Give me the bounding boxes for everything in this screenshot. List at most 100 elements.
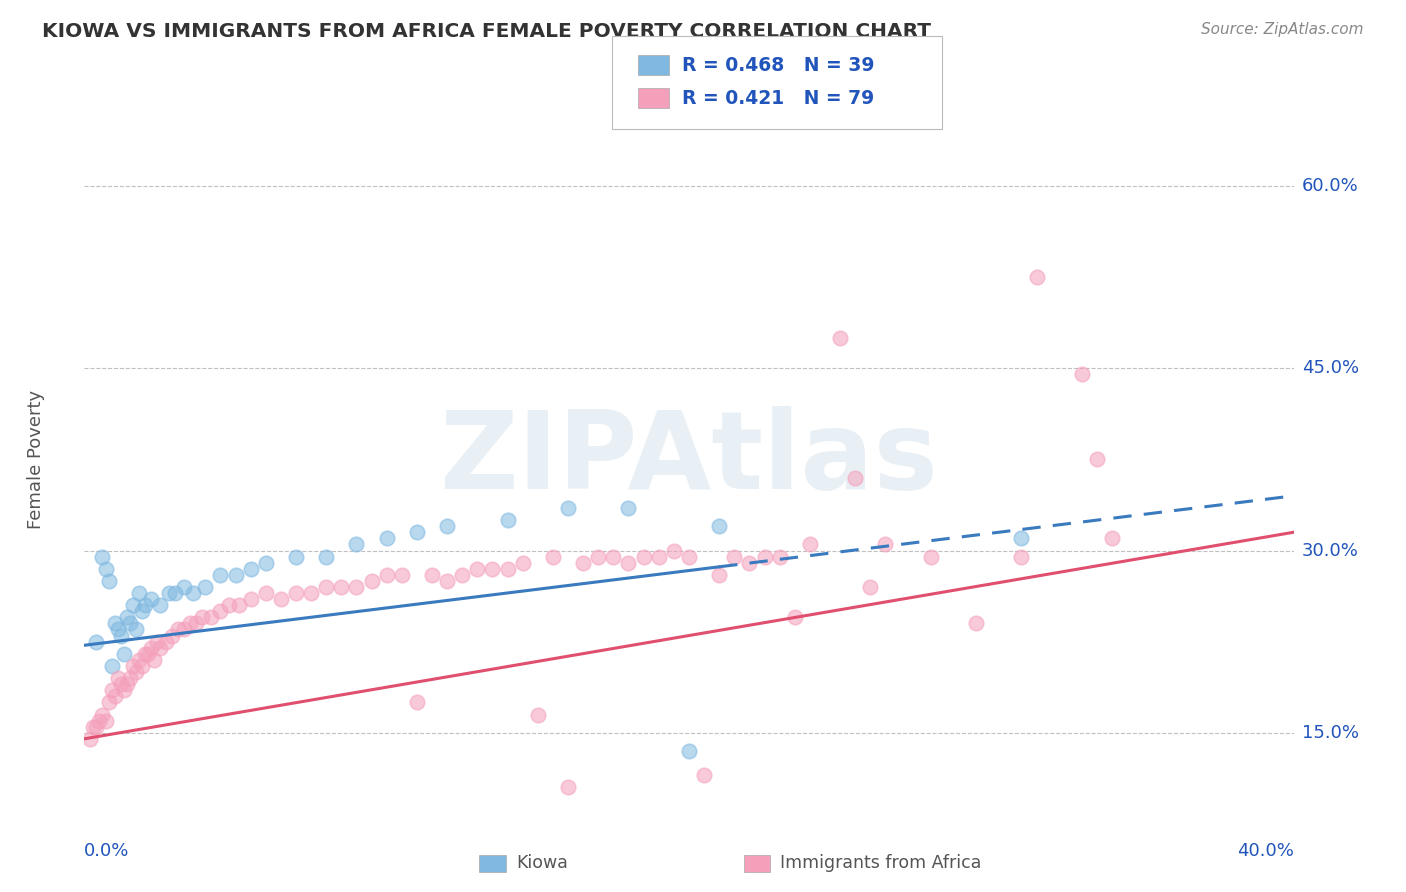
- Point: [678, 549, 700, 564]
- Point: [541, 549, 564, 564]
- Point: [481, 562, 503, 576]
- Point: [254, 586, 277, 600]
- Point: [179, 616, 201, 631]
- Point: [315, 580, 337, 594]
- Point: [125, 665, 148, 679]
- Text: Female Poverty: Female Poverty: [27, 390, 45, 529]
- Point: [648, 549, 671, 564]
- Point: [678, 744, 700, 758]
- Point: [115, 610, 138, 624]
- Point: [1011, 549, 1033, 564]
- Point: [239, 592, 262, 607]
- Point: [100, 683, 122, 698]
- Point: [239, 562, 262, 576]
- Point: [209, 567, 232, 582]
- Point: [149, 640, 172, 655]
- Point: [406, 525, 429, 540]
- Point: [110, 677, 132, 691]
- Point: [496, 513, 519, 527]
- Point: [420, 567, 443, 582]
- Point: [527, 707, 550, 722]
- Point: [436, 519, 458, 533]
- Point: [451, 567, 474, 582]
- Point: [709, 567, 731, 582]
- Text: 15.0%: 15.0%: [1302, 723, 1358, 742]
- Point: [100, 659, 122, 673]
- Point: [315, 549, 337, 564]
- Point: [330, 580, 353, 594]
- Point: [406, 695, 429, 709]
- Point: [783, 610, 806, 624]
- Point: [662, 543, 685, 558]
- Point: [110, 628, 132, 642]
- Point: [375, 532, 398, 546]
- Point: [617, 556, 640, 570]
- Point: [131, 604, 153, 618]
- Point: [375, 567, 398, 582]
- Point: [134, 647, 156, 661]
- Point: [859, 580, 882, 594]
- Point: [633, 549, 655, 564]
- Point: [754, 549, 776, 564]
- Point: [1071, 368, 1094, 382]
- Point: [346, 537, 368, 551]
- Point: [104, 690, 127, 704]
- Text: R = 0.421   N = 79: R = 0.421 N = 79: [682, 88, 875, 108]
- Point: [617, 500, 640, 515]
- Text: 45.0%: 45.0%: [1302, 359, 1360, 377]
- Point: [844, 470, 866, 484]
- Point: [1011, 532, 1033, 546]
- Point: [1085, 452, 1108, 467]
- Text: KIOWA VS IMMIGRANTS FROM AFRICA FEMALE POVERTY CORRELATION CHART: KIOWA VS IMMIGRANTS FROM AFRICA FEMALE P…: [42, 22, 931, 41]
- Point: [557, 500, 579, 515]
- Text: Source: ZipAtlas.com: Source: ZipAtlas.com: [1201, 22, 1364, 37]
- Point: [149, 598, 172, 612]
- Point: [285, 549, 308, 564]
- Point: [496, 562, 519, 576]
- Point: [146, 634, 169, 648]
- Point: [155, 634, 177, 648]
- Point: [191, 610, 214, 624]
- Point: [107, 671, 129, 685]
- Point: [128, 586, 150, 600]
- Point: [799, 537, 821, 551]
- Point: [391, 567, 413, 582]
- Point: [723, 549, 745, 564]
- Point: [128, 653, 150, 667]
- Point: [709, 519, 731, 533]
- Text: Kiowa: Kiowa: [516, 855, 568, 872]
- Point: [167, 623, 190, 637]
- Point: [131, 659, 153, 673]
- Point: [86, 634, 108, 648]
- Point: [112, 683, 135, 698]
- Point: [173, 580, 195, 594]
- Point: [82, 720, 104, 734]
- Point: [91, 549, 114, 564]
- Text: 30.0%: 30.0%: [1302, 541, 1358, 559]
- Text: 40.0%: 40.0%: [1237, 842, 1294, 860]
- Point: [602, 549, 624, 564]
- Point: [89, 714, 111, 728]
- Point: [360, 574, 382, 588]
- Point: [572, 556, 595, 570]
- Point: [512, 556, 534, 570]
- Point: [139, 640, 162, 655]
- Point: [157, 586, 180, 600]
- Text: ZIPAtlas: ZIPAtlas: [440, 407, 938, 512]
- Point: [218, 598, 240, 612]
- Point: [94, 562, 117, 576]
- Point: [118, 671, 141, 685]
- Point: [160, 628, 183, 642]
- Point: [346, 580, 368, 594]
- Point: [97, 695, 120, 709]
- Point: [830, 331, 852, 345]
- Point: [200, 610, 222, 624]
- Point: [186, 616, 208, 631]
- Point: [115, 677, 138, 691]
- Text: 60.0%: 60.0%: [1302, 177, 1358, 195]
- Point: [965, 616, 987, 631]
- Point: [920, 549, 942, 564]
- Point: [142, 653, 165, 667]
- Point: [112, 647, 135, 661]
- Point: [467, 562, 489, 576]
